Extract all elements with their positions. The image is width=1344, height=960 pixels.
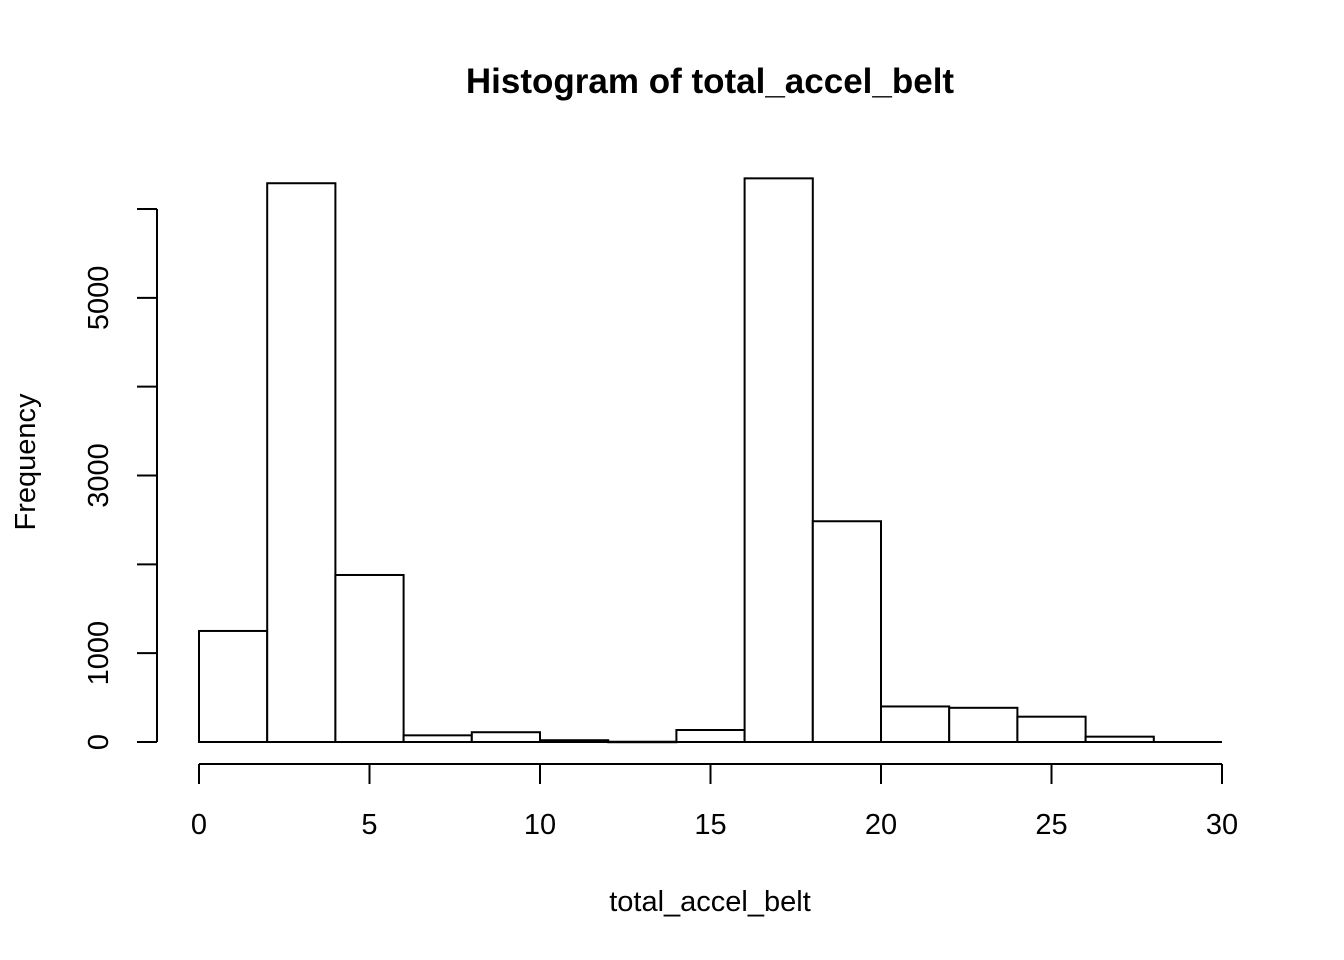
- x-tick-label-0: 0: [191, 809, 207, 841]
- y-tick-label-3: 3000: [83, 443, 115, 508]
- histogram-bar-11: [948, 706, 1019, 744]
- y-tick-label-1: 1000: [83, 621, 115, 686]
- y-axis-label: Frequency: [10, 393, 42, 531]
- histogram-bar-13: [1084, 735, 1155, 743]
- histogram-bar-8: [743, 177, 814, 744]
- bars-group: [198, 177, 1222, 744]
- histogram-bar-12: [1016, 715, 1087, 743]
- histogram-bar-2: [334, 573, 405, 744]
- histogram-bar-1: [266, 182, 337, 743]
- histogram-bar-5: [539, 739, 610, 743]
- histogram-bar-6: [607, 740, 678, 744]
- x-tick-label-1: 5: [361, 809, 377, 841]
- x-axis: 0 5 10 15 20 25 30: [191, 763, 1238, 841]
- x-tick-label-2: 10: [524, 809, 556, 841]
- histogram-bar-3: [402, 734, 473, 744]
- histogram-bar-10: [880, 705, 951, 744]
- histogram-bar-7: [675, 729, 746, 744]
- x-axis-label: total_accel_belt: [609, 886, 811, 918]
- y-tick-label-0: 0: [83, 734, 115, 750]
- y-tick-label-5: 5000: [83, 266, 115, 331]
- chart-title: Histogram of total_accel_belt: [466, 62, 955, 101]
- x-tick-label-3: 15: [694, 809, 726, 841]
- x-tick-label-5: 25: [1035, 809, 1067, 841]
- x-tick-label-4: 20: [865, 809, 897, 841]
- histogram-bar-0: [198, 629, 269, 743]
- histogram-bar-9: [811, 520, 882, 743]
- histogram-bar-4: [470, 731, 541, 743]
- x-tick-label-6: 30: [1206, 809, 1238, 841]
- y-axis: 0 1000 3000 5000: [83, 208, 158, 750]
